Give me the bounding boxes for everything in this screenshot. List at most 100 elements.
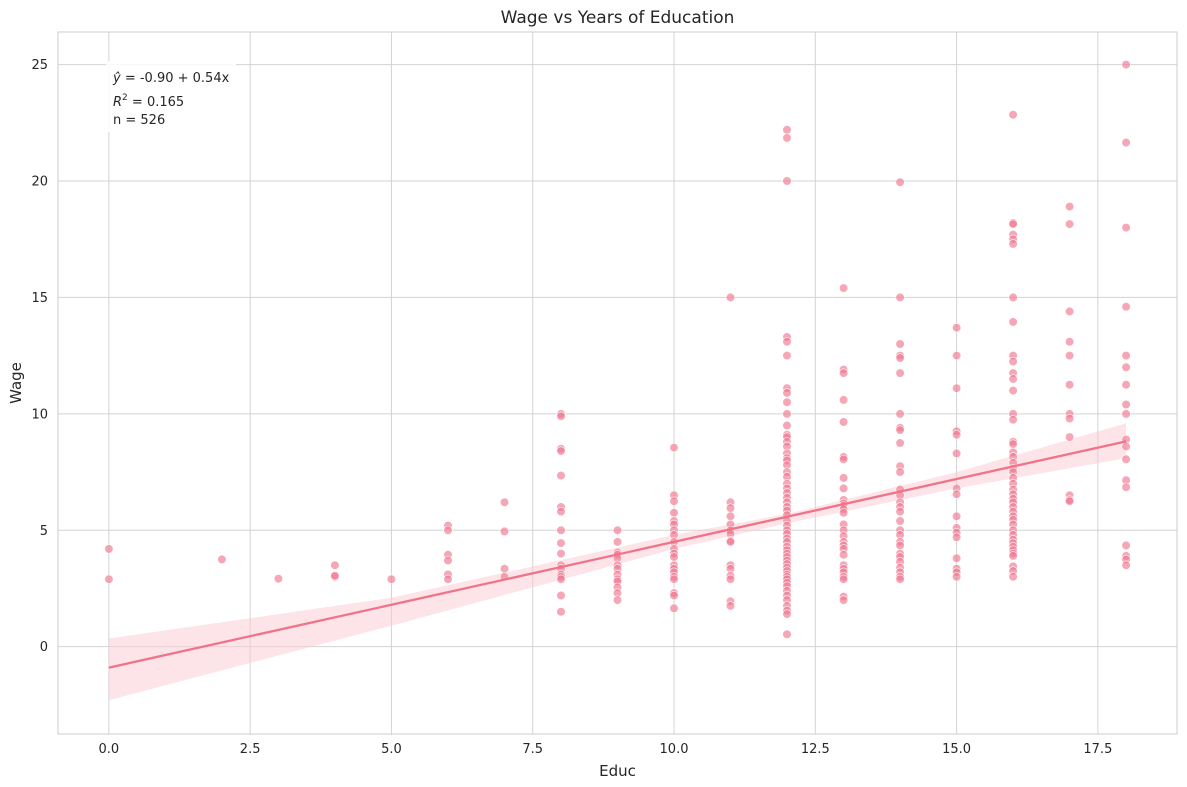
x-tick-label: 7.5 bbox=[522, 742, 543, 757]
data-point bbox=[725, 511, 736, 521]
data-point bbox=[612, 525, 623, 535]
data-point bbox=[782, 609, 792, 619]
data-point bbox=[1121, 302, 1131, 312]
data-point bbox=[782, 176, 792, 186]
data-point bbox=[499, 497, 510, 507]
data-point bbox=[725, 574, 736, 584]
data-point bbox=[838, 395, 849, 405]
data-point bbox=[782, 388, 792, 398]
data-point bbox=[1064, 337, 1075, 347]
y-tick-label: 25 bbox=[31, 58, 48, 73]
data-point bbox=[556, 538, 566, 548]
data-point bbox=[1121, 380, 1131, 390]
data-point bbox=[1008, 110, 1018, 120]
data-point bbox=[782, 629, 792, 639]
stats-annotation: ŷ = -0.90 + 0.54x R2 = 0.165 n = 526 bbox=[106, 61, 236, 132]
data-point bbox=[443, 574, 453, 584]
data-point bbox=[1121, 454, 1131, 464]
data-point bbox=[1008, 356, 1018, 367]
data-point bbox=[895, 467, 905, 477]
data-point bbox=[669, 443, 679, 453]
data-point bbox=[1064, 306, 1075, 317]
data-point bbox=[1121, 138, 1131, 148]
data-point bbox=[895, 516, 905, 526]
data-point bbox=[556, 525, 566, 535]
x-tick-label: 12.5 bbox=[801, 742, 830, 757]
data-point bbox=[895, 438, 905, 448]
x-tick-label: 5.0 bbox=[381, 742, 402, 757]
data-point bbox=[838, 368, 849, 378]
data-point bbox=[838, 595, 849, 605]
data-point bbox=[895, 292, 905, 303]
regression-equation: ŷ = -0.90 + 0.54x bbox=[112, 71, 230, 86]
data-point bbox=[1064, 432, 1075, 442]
data-point bbox=[217, 554, 227, 565]
x-tick-label: 0.0 bbox=[99, 742, 120, 757]
data-point bbox=[1008, 386, 1018, 396]
data-point bbox=[838, 550, 849, 560]
y-axis-ticks: 0 5 10 15 20 25 bbox=[31, 58, 48, 655]
data-point bbox=[838, 483, 849, 494]
data-point bbox=[895, 507, 905, 517]
x-tick-label: 10.0 bbox=[660, 742, 689, 757]
data-point bbox=[1121, 399, 1131, 410]
data-point bbox=[1064, 380, 1075, 390]
data-point bbox=[951, 553, 962, 563]
data-point bbox=[612, 595, 623, 605]
data-point bbox=[1008, 439, 1018, 449]
data-point bbox=[556, 590, 566, 601]
data-point bbox=[1121, 351, 1131, 361]
data-point bbox=[782, 337, 792, 347]
y-hat-symbol: ŷ bbox=[112, 71, 121, 86]
data-point bbox=[951, 572, 962, 582]
data-point bbox=[1121, 560, 1131, 570]
data-point bbox=[895, 425, 905, 435]
y-axis-label: Wage bbox=[7, 362, 25, 404]
data-point bbox=[951, 511, 962, 521]
data-point bbox=[273, 574, 284, 584]
data-point bbox=[1121, 409, 1131, 419]
x-tick-label: 15.0 bbox=[942, 742, 971, 757]
data-point bbox=[669, 508, 679, 518]
data-point bbox=[951, 430, 962, 440]
y-tick-label: 15 bbox=[31, 291, 48, 306]
x-tick-label: 17.5 bbox=[1083, 742, 1112, 757]
data-point bbox=[669, 496, 679, 506]
data-point bbox=[895, 574, 905, 584]
sample-size: n = 526 bbox=[113, 113, 165, 128]
annotation-box bbox=[106, 61, 236, 132]
data-point bbox=[556, 548, 566, 559]
data-point bbox=[556, 574, 566, 584]
y-tick-label: 5 bbox=[40, 524, 48, 539]
data-points bbox=[104, 59, 1131, 639]
data-point bbox=[838, 283, 849, 293]
data-point bbox=[104, 544, 114, 554]
data-point bbox=[669, 552, 679, 562]
data-point bbox=[725, 292, 736, 303]
data-point bbox=[1008, 415, 1018, 425]
data-point bbox=[895, 353, 905, 363]
data-point bbox=[951, 532, 962, 542]
data-point bbox=[838, 574, 849, 584]
data-point bbox=[443, 525, 453, 535]
data-point bbox=[104, 574, 114, 584]
data-point bbox=[1064, 202, 1075, 212]
data-point bbox=[725, 503, 736, 513]
r-squared: R2 = 0.165 bbox=[113, 93, 184, 110]
data-point bbox=[782, 397, 792, 407]
data-point bbox=[556, 411, 566, 421]
data-point bbox=[1121, 362, 1131, 372]
data-point bbox=[1064, 413, 1075, 424]
data-point bbox=[895, 409, 905, 419]
data-point bbox=[556, 607, 566, 617]
data-point bbox=[951, 448, 962, 459]
data-point bbox=[725, 537, 736, 547]
data-point bbox=[1008, 239, 1018, 249]
data-point bbox=[499, 564, 510, 574]
data-point bbox=[725, 601, 736, 611]
data-point bbox=[951, 323, 962, 333]
data-point bbox=[782, 133, 792, 143]
data-point bbox=[499, 526, 510, 537]
data-point bbox=[1121, 223, 1131, 233]
